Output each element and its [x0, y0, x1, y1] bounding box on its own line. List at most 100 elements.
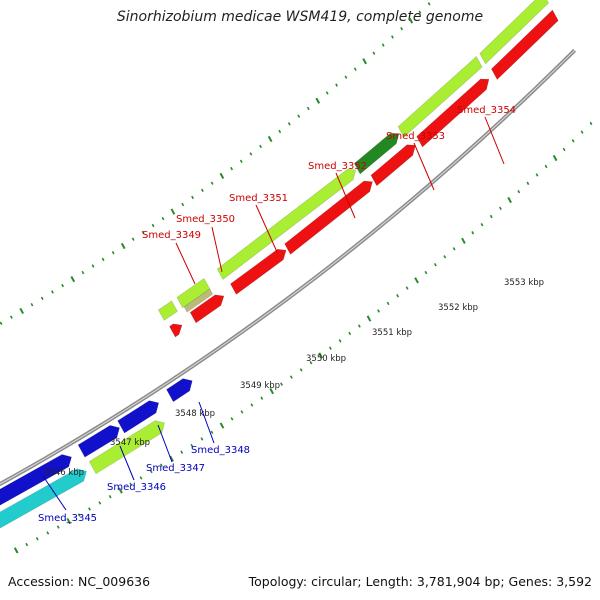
- gene-label-leader: [484, 116, 505, 165]
- scale-label: 3553 kbp: [504, 278, 544, 288]
- upper-ruler-tick: [335, 83, 339, 87]
- lower-ruler-tick: [517, 190, 521, 194]
- upper-ruler-tick: [325, 91, 329, 95]
- gene-label: Smed_3346: [107, 482, 166, 493]
- scale-label: 3546 kbp: [44, 468, 84, 478]
- gene-label-leader: [42, 475, 67, 511]
- gene-label: Smed_3345: [38, 513, 97, 524]
- lower-ruler-tick: [56, 525, 60, 529]
- scale-label: 3550 kbp: [306, 354, 346, 364]
- lower-ruler-tick: [489, 214, 493, 219]
- upper-ruler-tick: [249, 152, 253, 156]
- upper-ruler-tick: [210, 181, 214, 185]
- lower-ruler-tick: [180, 450, 184, 454]
- upper-ruler-tick: [278, 129, 282, 134]
- upper-ruler-tick: [81, 270, 85, 275]
- upper-ruler-tick: [408, 17, 414, 24]
- upper-ruler-tick: [267, 135, 273, 143]
- gene-label: Smed_3353: [386, 131, 445, 142]
- upper-ruler-tick: [362, 58, 367, 65]
- lower-ruler-tick: [433, 262, 437, 267]
- gene-feature: [353, 132, 400, 175]
- gene-feature: [370, 144, 416, 187]
- lower-ruler-tick: [571, 139, 575, 143]
- lower-ruler-tick: [414, 277, 419, 284]
- lower-ruler-tick: [200, 437, 204, 441]
- lower-ruler-tick: [526, 181, 530, 186]
- upper-ruler-tick: [0, 321, 3, 326]
- gene-feature: [216, 168, 357, 280]
- upper-ruler-tick: [120, 242, 126, 250]
- gene-feature: [491, 9, 559, 81]
- lower-ruler-tick: [260, 396, 264, 400]
- upper-ruler-tick: [19, 307, 25, 315]
- lower-ruler-tick: [328, 346, 332, 350]
- backbone-highlight: [0, 49, 575, 485]
- lower-ruler-tick: [443, 255, 447, 259]
- lower-ruler-tick: [46, 531, 50, 535]
- upper-ruler-tick: [391, 35, 394, 39]
- lower-ruler-tick: [98, 501, 102, 505]
- upper-ruler-tick: [101, 257, 105, 262]
- lower-ruler-tick: [13, 547, 19, 554]
- lower-ruler-tick: [544, 164, 548, 169]
- upper-ruler-tick: [40, 296, 44, 301]
- gene-feature: [416, 78, 490, 148]
- lower-ruler-tick: [562, 147, 566, 152]
- upper-ruler-tick: [372, 51, 376, 55]
- upper-ruler-tick: [181, 202, 185, 207]
- gene-label: Smed_3350: [176, 214, 235, 225]
- lower-ruler-tick: [77, 513, 81, 517]
- lower-ruler-tick: [250, 403, 254, 407]
- upper-ruler-tick: [315, 97, 321, 104]
- backbone-line: [0, 48, 577, 487]
- gene-feature: [166, 378, 193, 403]
- lower-ruler-tick: [499, 206, 502, 210]
- lower-ruler-tick: [452, 247, 456, 251]
- lower-ruler-tick: [129, 482, 133, 486]
- lower-ruler-tick: [348, 331, 352, 336]
- gene-feature: [0, 454, 72, 506]
- upper-ruler-tick: [61, 283, 65, 288]
- upper-ruler-tick: [239, 159, 243, 163]
- upper-ruler-tick: [400, 27, 404, 31]
- upper-ruler-tick: [51, 290, 54, 294]
- gene-label: Smed_3348: [191, 445, 250, 456]
- lower-ruler-tick: [396, 294, 400, 298]
- upper-ruler-tick: [287, 122, 291, 126]
- gene-label: Smed_3352: [308, 161, 367, 172]
- lower-ruler-tick: [108, 495, 112, 499]
- upper-ruler-tick: [259, 144, 262, 149]
- lower-ruler-tick: [210, 430, 214, 434]
- gene-feature: [169, 323, 183, 338]
- lower-ruler-tick: [461, 237, 466, 244]
- upper-ruler-tick: [200, 188, 204, 193]
- lower-ruler-tick: [160, 463, 163, 467]
- gene-feature: [189, 294, 225, 324]
- upper-ruler-tick: [344, 75, 348, 79]
- lower-ruler-tick: [366, 315, 372, 322]
- scale-label: 3548 kbp: [175, 409, 215, 419]
- upper-ruler-tick: [381, 43, 385, 47]
- gene-feature: [397, 56, 483, 138]
- gene-label-leader: [255, 204, 278, 253]
- genome-stats-label: Topology: circular; Length: 3,781,904 bp…: [248, 574, 592, 589]
- lower-ruler-tick: [589, 121, 593, 126]
- scale-label: 3552 kbp: [438, 303, 478, 313]
- upper-ruler-tick: [9, 315, 13, 319]
- gene-feature: [230, 248, 287, 295]
- upper-ruler-tick: [91, 264, 95, 268]
- lower-ruler-tick: [190, 443, 194, 448]
- upper-ruler-tick: [30, 302, 34, 307]
- scale-label: 3551 kbp: [372, 328, 412, 338]
- lower-ruler-tick: [580, 130, 584, 134]
- lower-ruler-tick: [169, 455, 174, 462]
- lower-ruler-tick: [480, 222, 484, 227]
- gene-feature: [0, 468, 87, 529]
- lower-ruler-tick: [269, 388, 275, 395]
- upper-ruler-tick: [353, 67, 357, 71]
- lower-ruler-tick: [280, 382, 283, 386]
- gene-feature: [284, 180, 373, 255]
- gene-label: Smed_3351: [229, 193, 288, 204]
